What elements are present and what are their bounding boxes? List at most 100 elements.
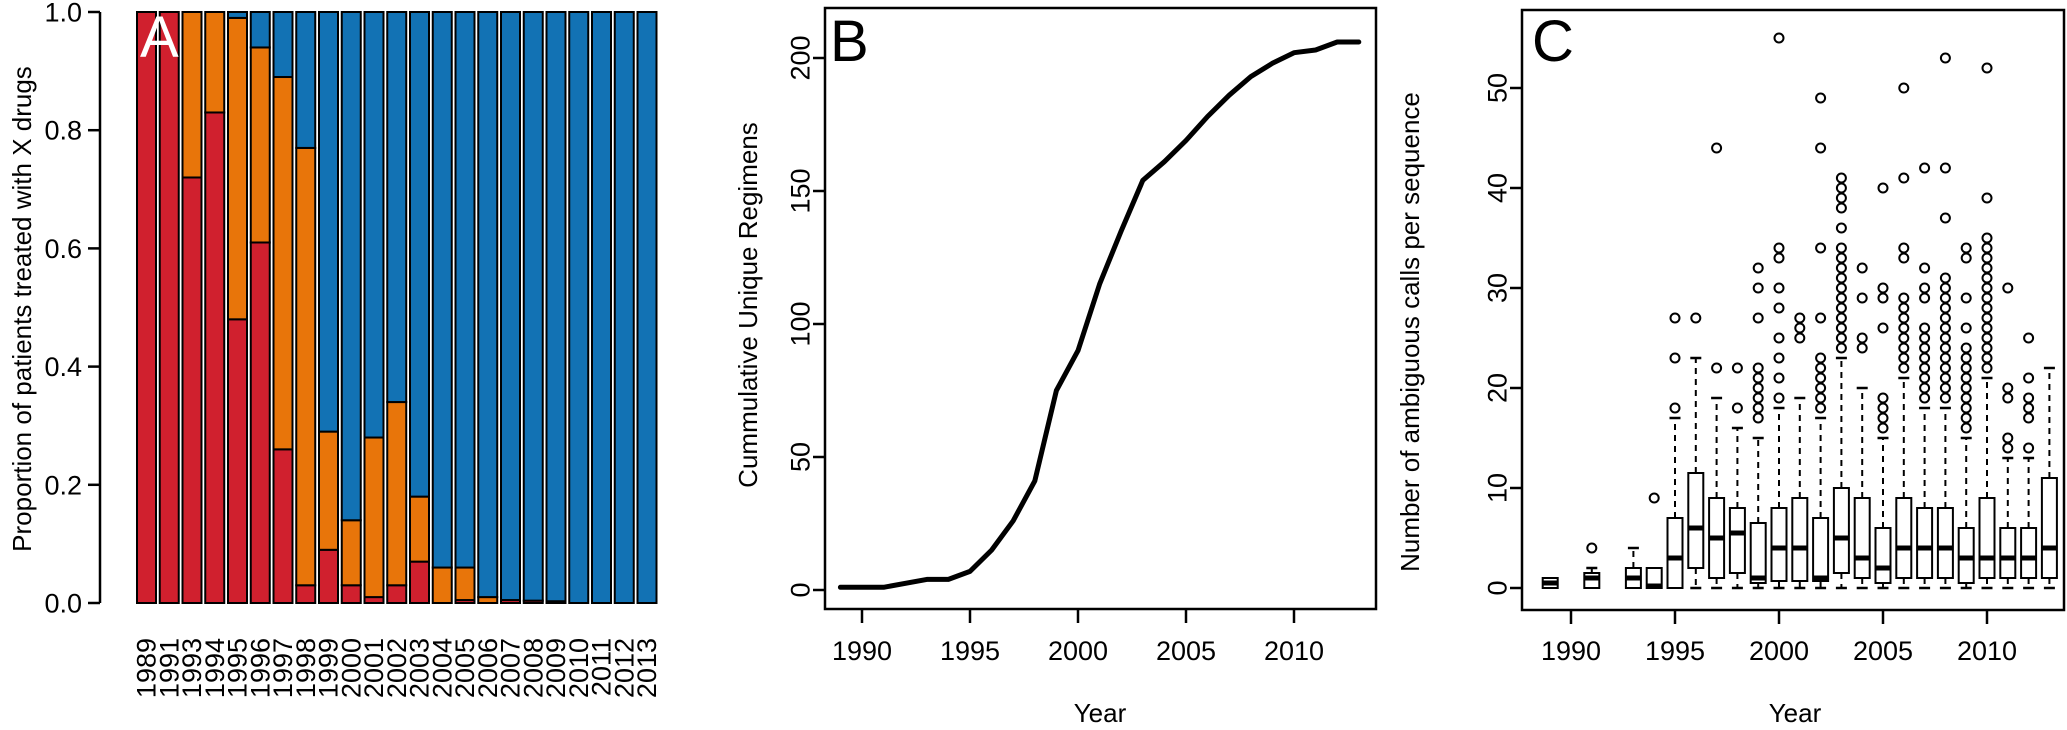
c-outlier xyxy=(2023,332,2035,344)
a-xtick-label: 2013 xyxy=(632,638,662,698)
a-bar-segment-orange xyxy=(454,566,476,602)
c-outlier xyxy=(1898,312,1910,324)
a-bar-segment-blue xyxy=(363,11,385,439)
panel-c-letter: C xyxy=(1532,9,1574,74)
c-outlier xyxy=(1939,372,1951,384)
c-outlier xyxy=(1815,372,1827,384)
c-outlier xyxy=(1835,242,1847,254)
a-xtick-label: 2002 xyxy=(382,638,412,698)
c-outlier xyxy=(2002,382,2014,394)
c-outlier xyxy=(1939,322,1951,334)
c-outlier xyxy=(1815,352,1827,364)
c-box xyxy=(2040,477,2058,579)
a-xtick-label: 2004 xyxy=(427,638,457,698)
a-xtick-label: 1995 xyxy=(223,638,253,698)
c-box xyxy=(1749,522,1767,584)
c-box xyxy=(1853,497,1871,579)
c-outlier xyxy=(1898,322,1910,334)
c-box xyxy=(1832,487,1850,574)
c-outlier xyxy=(1898,302,1910,314)
c-outlier xyxy=(1919,332,1931,344)
a-bar-segment-blue xyxy=(249,11,271,49)
c-xtick-label: 1990 xyxy=(1541,636,1601,666)
b-plot-box xyxy=(823,6,1378,611)
a-ytick-label: 0.2 xyxy=(44,470,82,500)
c-outlier xyxy=(1690,312,1702,324)
c-outlier xyxy=(1939,382,1951,394)
c-outlier xyxy=(1815,402,1827,414)
a-bar-segment-orange xyxy=(295,146,317,587)
a-bar-segment-blue xyxy=(500,11,521,602)
c-outlier xyxy=(2023,442,2035,454)
c-outlier xyxy=(1835,182,1847,194)
a-bar-segment-red xyxy=(158,11,180,604)
c-outlier xyxy=(1835,342,1847,354)
c-outlier xyxy=(1877,402,1889,414)
c-outlier xyxy=(1939,292,1951,304)
c-outlier xyxy=(1939,282,1951,294)
a-bar-segment-orange xyxy=(227,16,248,321)
c-outlier xyxy=(1752,372,1764,384)
c-outlier xyxy=(1835,222,1847,234)
c-outlier xyxy=(1939,302,1951,314)
c-outlier xyxy=(1835,322,1847,334)
c-outlier xyxy=(1815,382,1827,394)
c-outlier xyxy=(1815,392,1827,404)
a-bar-segment-blue xyxy=(386,11,408,404)
c-outlier xyxy=(1877,182,1889,194)
a-xtick-label: 2009 xyxy=(541,638,571,698)
a-xtick-label: 1991 xyxy=(154,638,184,698)
c-outlier xyxy=(1835,282,1847,294)
c-box xyxy=(1936,507,1954,579)
c-outlier xyxy=(1794,312,1806,324)
c-outlier xyxy=(1877,322,1889,334)
c-outlier xyxy=(1960,372,1972,384)
c-outlier xyxy=(1981,282,1993,294)
c-outlier xyxy=(1752,392,1764,404)
a-ytick-label: 1.0 xyxy=(44,0,82,27)
a-bar-segment-blue xyxy=(272,11,294,79)
c-outlier xyxy=(1835,312,1847,324)
c-outlier xyxy=(1835,262,1847,274)
c-outlier xyxy=(1835,252,1847,264)
b-data-line xyxy=(837,39,1362,590)
c-box xyxy=(1728,507,1746,574)
c-outlier xyxy=(1835,332,1847,344)
b-ytick-label: 50 xyxy=(785,442,815,472)
a-bar-segment-red xyxy=(340,584,362,605)
b-xtick-label: 2010 xyxy=(1264,636,1324,666)
a-bar-segment-orange xyxy=(318,430,339,551)
a-bar-segment-orange xyxy=(181,11,203,179)
c-outlier xyxy=(1981,272,1993,284)
c-ytick-label: 40 xyxy=(1482,173,1512,203)
c-plot-box xyxy=(1520,8,2066,612)
panel-a-letter: A xyxy=(140,5,179,70)
c-outlier xyxy=(1939,312,1951,324)
c-box xyxy=(1895,497,1913,579)
panel-b-xlabel: Year xyxy=(1073,698,1127,728)
b-xtick-label: 1995 xyxy=(940,636,1000,666)
c-outlier xyxy=(2002,282,2014,294)
c-outlier xyxy=(1960,352,1972,364)
a-bar-segment-blue xyxy=(636,11,658,604)
a-bar-segment-blue xyxy=(613,11,635,604)
c-outlier xyxy=(1939,352,1951,364)
c-outlier xyxy=(1815,242,1827,254)
a-xtick-label: 2003 xyxy=(405,638,435,698)
a-xtick-label: 2001 xyxy=(359,638,389,698)
a-xtick-label: 1989 xyxy=(132,638,162,698)
c-outlier xyxy=(2002,442,2014,454)
c-outlier xyxy=(1815,312,1827,324)
a-bar-segment-red xyxy=(249,241,271,605)
c-outlier xyxy=(1960,402,1972,414)
c-outlier xyxy=(1981,252,1993,264)
c-outlier xyxy=(1669,402,1681,414)
a-bar-segment-red xyxy=(409,560,430,605)
c-outlier xyxy=(1960,362,1972,374)
c-outlier xyxy=(1898,252,1910,264)
a-xtick-label: 2000 xyxy=(336,638,366,698)
a-bar-segment-red xyxy=(386,584,408,605)
c-outlier xyxy=(1898,352,1910,364)
c-outlier xyxy=(1669,352,1681,364)
c-outlier xyxy=(1919,282,1931,294)
